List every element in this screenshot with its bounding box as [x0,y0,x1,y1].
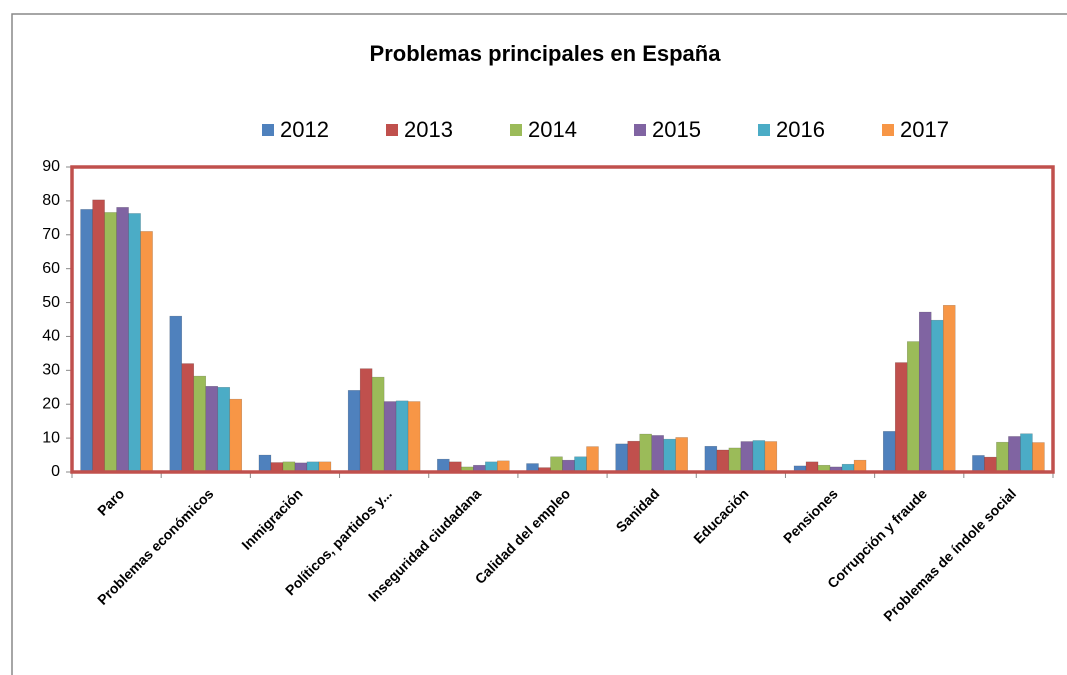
bar [663,438,676,473]
x-tick-label: Sanidad [613,485,663,535]
bar [437,458,450,473]
legend-swatch [262,124,274,136]
bar [972,455,985,473]
bar [217,387,231,473]
bar [853,459,867,473]
bar [128,213,141,473]
bar [229,398,243,473]
bar [586,446,599,473]
bar [359,368,373,473]
bar [639,433,652,473]
bar [258,454,272,473]
legend-swatch [510,124,522,136]
bar [193,375,207,473]
bar [615,443,628,473]
bar [882,431,896,473]
bar [728,447,742,473]
bar [574,456,587,473]
bar [996,441,1009,473]
bar [1032,442,1045,473]
bar [651,435,664,473]
y-tick-label: 50 [42,294,60,311]
bar [181,363,195,473]
x-tick-label: Calidad del empleo [472,485,574,587]
bar [1008,436,1021,473]
bar [906,341,920,473]
bar [205,386,219,473]
y-tick-label: 0 [51,463,60,480]
bar [894,362,908,473]
x-tick-label: Educación [690,485,751,546]
bar [930,319,944,473]
bar [918,311,932,473]
bar [984,456,997,473]
bar [1020,433,1033,473]
bar [752,440,766,473]
y-tick-label: 60 [42,260,60,277]
bar [704,445,718,473]
highlight-box [70,165,1055,474]
bar [169,315,183,473]
bar [562,459,575,473]
legend-swatch [882,124,894,136]
bar [407,401,421,473]
legend-label: 2014 [528,117,577,142]
chart-frame [11,13,1067,675]
x-tick-label: Pensiones [780,485,841,546]
bar [116,207,129,473]
bar [740,441,754,473]
y-tick-label: 80 [42,192,60,209]
bar [140,231,153,473]
y-tick-label: 20 [42,395,60,412]
bar [764,441,778,473]
bar [627,440,640,473]
y-tick-label: 40 [42,328,60,345]
y-tick-label: 70 [42,226,60,243]
bar [347,390,361,473]
bar [104,212,117,473]
bar [371,376,385,473]
legend-swatch [758,124,770,136]
legend-label: 2015 [652,117,701,142]
chart-title: Problemas principales en España [370,41,722,66]
bar [942,305,956,473]
legend-swatch [386,124,398,136]
legend-label: 2013 [404,117,453,142]
bar [92,199,105,473]
x-tick-label: Inmigración [238,485,305,552]
bar [716,449,730,473]
x-tick-label: Paro [94,485,127,518]
y-tick-label: 90 [42,158,60,175]
legend-label: 2012 [280,117,329,142]
bar [550,456,563,473]
bar [395,400,409,473]
bar [80,209,93,473]
x-tick-label: Corrupción y fraude [824,485,930,591]
y-tick-label: 30 [42,362,60,379]
bar [675,437,688,473]
legend-label: 2017 [900,117,949,142]
legend-label: 2016 [776,117,825,142]
legend-swatch [634,124,646,136]
y-tick-label: 10 [42,429,60,446]
bar [383,401,397,473]
